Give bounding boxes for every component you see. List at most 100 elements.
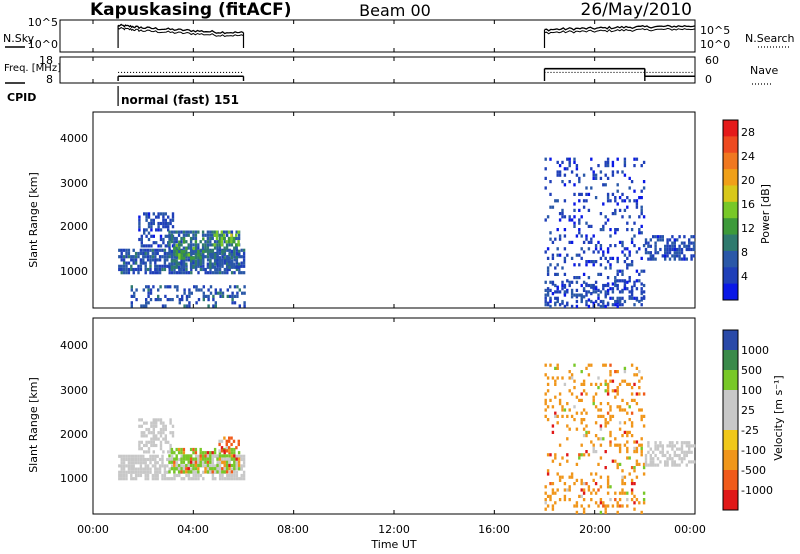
power-colorbar-tick: 24 [741, 150, 755, 163]
velocity-cell [146, 467, 150, 471]
power-cell [218, 262, 222, 266]
power-cell [181, 294, 184, 298]
velocity-cell [654, 444, 657, 448]
velocity-cell [139, 470, 143, 474]
velocity-cell [549, 398, 552, 402]
power-cell [194, 262, 198, 266]
velocity-cell [628, 382, 631, 386]
power-cell [640, 287, 643, 291]
velocity-cell [551, 491, 555, 495]
power-colorbar-frame [722, 119, 739, 301]
velocity-cell [616, 443, 619, 447]
power-cell [623, 247, 627, 251]
power-cell [563, 283, 567, 288]
velocity-cell [144, 477, 147, 481]
velocity-cell [633, 494, 636, 498]
power-cell [609, 199, 612, 203]
velocity-cell [676, 463, 679, 467]
velocity-cell [597, 504, 600, 508]
power-cell [546, 287, 550, 291]
xtick-1600: 16:00 [478, 523, 510, 536]
power-cell [611, 173, 615, 177]
power-cell [206, 251, 210, 256]
velocity-cell [180, 467, 183, 471]
power-cell [558, 253, 562, 257]
power-cell [223, 258, 227, 262]
power-cell [223, 240, 226, 244]
velocity-cell [177, 463, 181, 468]
velocity-cell [642, 501, 646, 505]
power-cell [151, 271, 155, 275]
power-cell [633, 189, 636, 193]
power-cell [623, 283, 627, 288]
power-cell [640, 205, 643, 209]
power-cell [621, 272, 624, 276]
power-cell [133, 291, 136, 295]
power-cell [611, 212, 615, 216]
power-cell [654, 247, 657, 252]
power-cell [656, 251, 660, 255]
velocity-cell [132, 467, 135, 471]
power-cell [182, 233, 186, 237]
power-cell [671, 254, 674, 258]
power-cell [190, 256, 193, 260]
power-cell [570, 256, 574, 260]
power-cell [194, 230, 198, 234]
velocity-cell [192, 477, 195, 481]
velocity-cell [544, 402, 547, 406]
velocity-cell [558, 443, 562, 447]
velocity-cell [182, 477, 186, 481]
velocity-cell [623, 421, 627, 425]
velocity-cell [171, 431, 175, 435]
power-cell [575, 167, 579, 171]
power-cell [647, 241, 650, 245]
velocity-cell [199, 457, 202, 461]
velocity-cell [187, 457, 190, 461]
power-cell [144, 264, 147, 268]
power-cell [582, 173, 586, 177]
power-cell [166, 264, 169, 268]
power-cell [604, 183, 607, 187]
velocity-cell [630, 482, 634, 486]
power-cell [209, 236, 212, 241]
velocity-cell [163, 464, 167, 468]
power-cell [185, 267, 188, 272]
velocity-cell [122, 467, 126, 471]
power-cell [183, 291, 186, 295]
velocity-cell [594, 392, 598, 396]
power-cell [635, 199, 639, 203]
power-cell [192, 249, 195, 253]
power-cell [556, 170, 559, 174]
power-cell [611, 290, 615, 294]
power-cell [633, 199, 636, 203]
power-cell [604, 283, 607, 288]
velocity-cell [154, 457, 157, 462]
velocity-cell [197, 457, 200, 462]
velocity-cell [616, 510, 619, 514]
velocity-cell [623, 491, 627, 495]
velocity-cell [120, 467, 123, 471]
power-cell [228, 258, 231, 262]
velocity-cell [585, 392, 588, 396]
power-cell [592, 304, 595, 308]
velocity-cell [561, 475, 564, 479]
power-cell [604, 221, 607, 225]
velocity-cell [599, 414, 603, 418]
velocity-cell [546, 453, 550, 457]
velocity-cell [599, 475, 603, 479]
velocity-cell [544, 498, 547, 502]
power-cell [566, 279, 569, 283]
power-cell [161, 267, 164, 272]
power-cell [594, 299, 598, 304]
velocity-cell [213, 467, 217, 471]
velocity-cell [614, 389, 617, 393]
velocity-cell [654, 441, 657, 445]
velocity-cell [223, 449, 226, 453]
power-cell [587, 208, 591, 212]
velocity-cell [170, 467, 174, 471]
velocity-cell [180, 447, 183, 452]
velocity-cell [642, 462, 646, 466]
power-cell [628, 253, 631, 257]
velocity-cell [568, 376, 571, 380]
velocity-cell [570, 475, 574, 479]
